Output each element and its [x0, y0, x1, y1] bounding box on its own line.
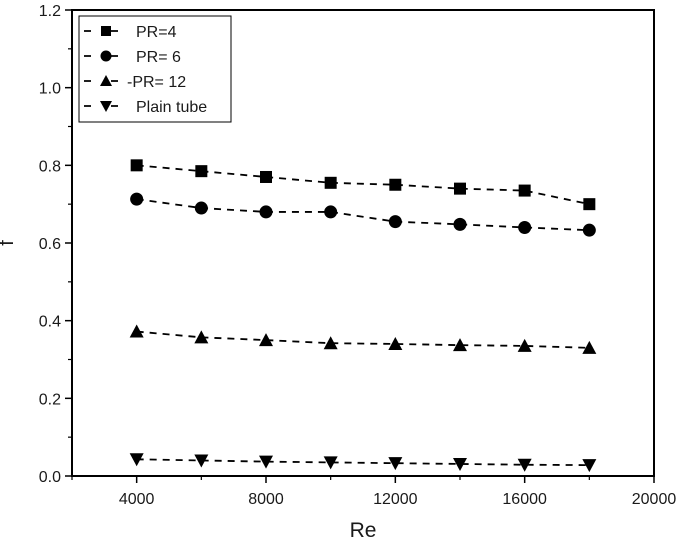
triangle-up-marker: [100, 75, 112, 86]
triangle-down-marker: [259, 455, 273, 469]
y-axis-label: f: [0, 240, 18, 246]
y-tick-label: 0.4: [39, 314, 61, 331]
legend-item: -PR= 12: [84, 74, 186, 91]
square-marker: [260, 170, 272, 183]
series-pr-6: [130, 192, 596, 237]
y-tick-label: 0.8: [39, 158, 61, 175]
triangle-down-marker: [194, 454, 209, 468]
square-marker: [195, 165, 208, 178]
x-axis: 4000 8000 12000 16000 20000: [71, 476, 677, 508]
circle-marker: [582, 223, 596, 237]
square-marker: [324, 176, 337, 189]
triangle-up-marker: [453, 338, 467, 352]
triangle-up-marker: [582, 340, 597, 354]
y-tick-label: 1.0: [39, 81, 61, 98]
legend-label: Plain tube: [136, 99, 207, 116]
series-pr-12: [129, 324, 597, 354]
plot-series: [129, 159, 597, 473]
series-plain-tube: [129, 453, 597, 473]
y-tick-label: 0.6: [39, 236, 61, 253]
legend-item: PR=4: [84, 24, 177, 41]
legend-label: PR= 6: [136, 49, 181, 66]
circle-marker: [259, 205, 273, 219]
circle-marker: [130, 192, 144, 206]
series-line: [136, 164, 590, 206]
circle-marker: [453, 217, 467, 231]
triangle-down-marker: [517, 458, 532, 472]
square-marker: [583, 198, 596, 211]
series-line: [136, 198, 590, 232]
legend: PR=4 PR= 6 -PR= 12 Plain tube: [78, 15, 232, 123]
x-axis-label: Re: [350, 519, 377, 542]
y-tick-label: 1.2: [39, 3, 61, 20]
legend-label: PR=4: [136, 24, 177, 41]
x-tick-label: 16000: [502, 491, 547, 508]
x-tick-label: 4000: [119, 491, 155, 508]
square-marker: [130, 159, 143, 172]
triangle-down-marker: [100, 101, 112, 112]
circle-marker: [324, 205, 338, 219]
legend-label: -PR= 12: [127, 74, 186, 91]
triangle-up-marker: [388, 336, 403, 350]
series-line: [136, 330, 590, 349]
x-tick-label: 8000: [248, 491, 284, 508]
triangle-up-marker: [323, 336, 338, 350]
square-marker: [518, 184, 531, 197]
y-axis: 0.0 0.2 0.4 0.6 0.8 1.0 1.2: [39, 3, 72, 486]
triangle-up-marker: [129, 324, 144, 338]
x-tick-label: 20000: [632, 491, 677, 508]
series-line: [136, 458, 590, 467]
triangle-up-marker: [194, 330, 209, 344]
circle-marker: [388, 215, 402, 229]
x-tick-label: 12000: [373, 491, 418, 508]
y-tick-label: 0.0: [39, 469, 61, 486]
triangle-down-marker: [388, 457, 403, 471]
square-marker: [101, 26, 111, 36]
triangle-down-marker: [129, 453, 144, 467]
circle-marker: [100, 50, 112, 62]
triangle-up-marker: [259, 333, 273, 347]
y-tick-label: 0.2: [39, 391, 61, 408]
series-pr-4: [130, 159, 596, 211]
legend-item: Plain tube: [84, 99, 207, 116]
square-marker: [454, 182, 466, 195]
triangle-down-marker: [453, 457, 467, 471]
triangle-down-marker: [323, 456, 338, 470]
square-marker: [389, 178, 402, 191]
circle-marker: [194, 201, 208, 215]
circle-marker: [518, 220, 532, 234]
triangle-down-marker: [582, 459, 597, 473]
triangle-up-marker: [517, 338, 532, 352]
legend-item: PR= 6: [84, 49, 181, 66]
